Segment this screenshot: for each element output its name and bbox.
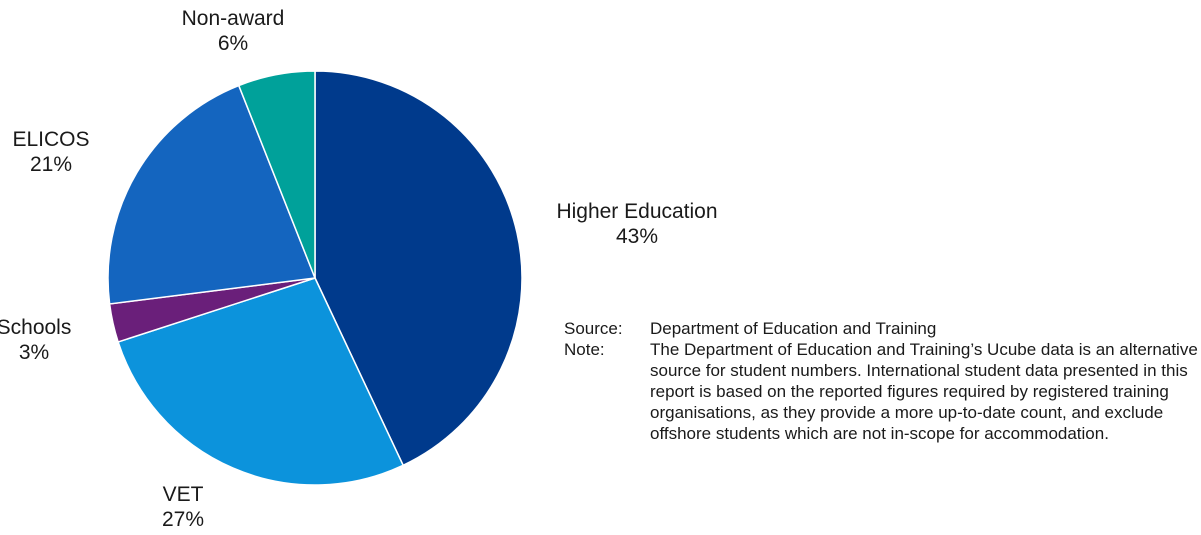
- source-notes: Source: Department of Education and Trai…: [564, 318, 1201, 444]
- source-row: Source: Department of Education and Trai…: [564, 318, 1201, 339]
- source-key: Source:: [564, 319, 623, 338]
- slice-label-elicos: ELICOS 21%: [12, 128, 89, 176]
- source-text: Department of Education and Training: [650, 319, 937, 338]
- note-key: Note:: [564, 340, 605, 359]
- slice-label-higher-education: Higher Education 43%: [556, 200, 717, 248]
- pie-labels: Higher Education 43% VET 27% Schools 3% ELICOS…: [0, 7, 718, 531]
- slice-label-vet: VET 27%: [162, 483, 204, 531]
- pie-slice-elicos: [107, 84, 317, 305]
- slice-label-schools: Schools 3%: [0, 316, 71, 364]
- pie-slice-vet: [117, 277, 405, 486]
- pie-slices: [107, 70, 523, 486]
- note-row: Note: The Department of Education and Tr…: [564, 339, 1201, 444]
- pie-slice-higher-education: [314, 70, 523, 467]
- pie-slice-non-award: [237, 70, 316, 279]
- note-text: The Department of Education and Training…: [650, 340, 1198, 443]
- slice-label-non-award: Non-award 6%: [182, 7, 285, 55]
